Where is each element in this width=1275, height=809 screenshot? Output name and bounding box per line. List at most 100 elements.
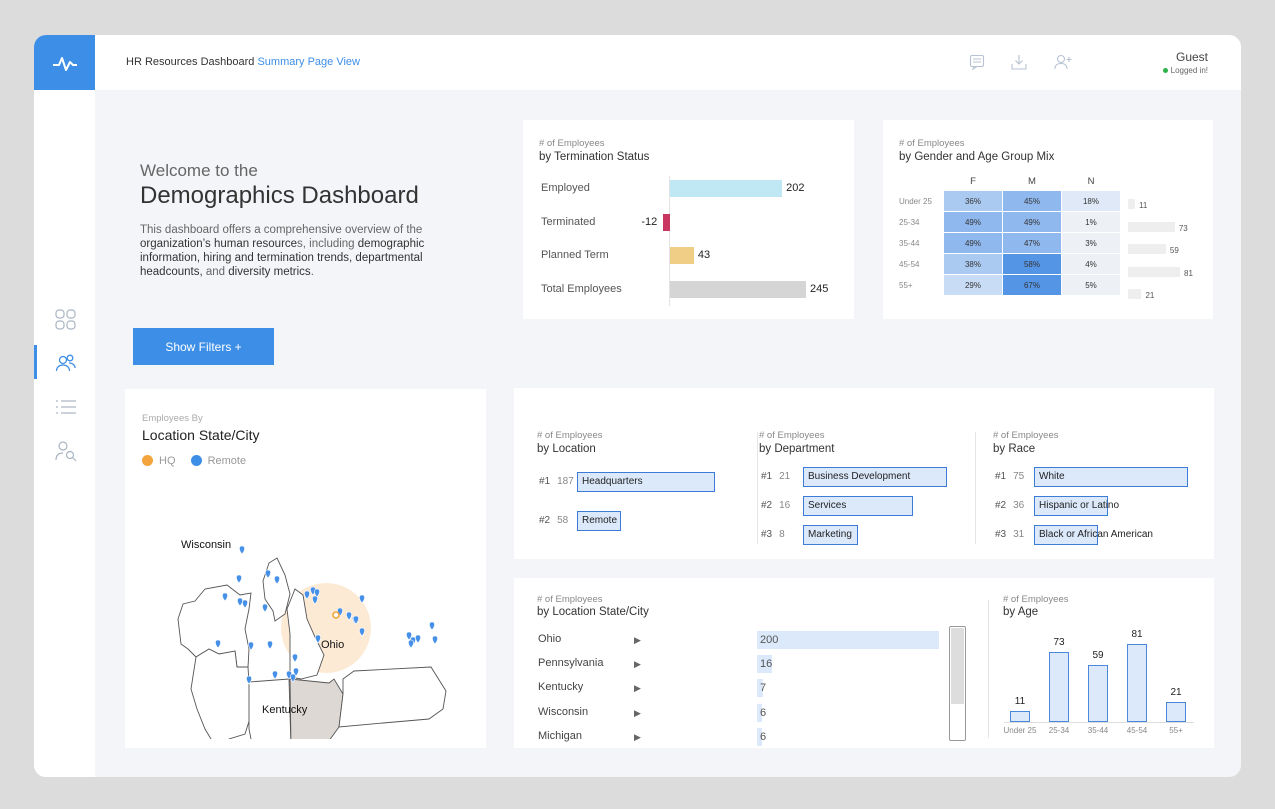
expand-arrow-icon[interactable]: ▶ bbox=[634, 659, 641, 670]
user-menu[interactable]: Guest Logged in! bbox=[1162, 50, 1208, 75]
rank-bar[interactable]: Marketing bbox=[803, 525, 858, 545]
expand-arrow-icon[interactable]: ▶ bbox=[634, 635, 641, 645]
heatmap-cell[interactable]: 5% bbox=[1062, 275, 1120, 295]
remote-pin-icon[interactable] bbox=[272, 670, 278, 680]
remote-pin-icon[interactable] bbox=[415, 634, 421, 644]
age-bar[interactable] bbox=[1049, 651, 1069, 722]
remote-pin-icon[interactable] bbox=[236, 574, 242, 584]
expand-arrow-icon[interactable]: ▶ bbox=[634, 707, 641, 718]
remote-pin-icon[interactable] bbox=[346, 611, 352, 621]
state-row-bar[interactable]: 6 bbox=[757, 727, 766, 746]
add-user-icon[interactable] bbox=[1054, 54, 1072, 70]
sidebar-item-list[interactable] bbox=[34, 390, 95, 424]
heatmap-cell[interactable]: 45% bbox=[1003, 191, 1061, 211]
remote-pin-icon[interactable] bbox=[239, 545, 245, 555]
state-row-bar[interactable]: 200 bbox=[757, 631, 939, 649]
remote-pin-icon[interactable] bbox=[359, 594, 365, 604]
age-total-bar[interactable] bbox=[1128, 221, 1175, 232]
age-bar[interactable] bbox=[1127, 644, 1147, 722]
rank-bar[interactable]: Services bbox=[803, 496, 913, 516]
state-row-bar[interactable]: 6 bbox=[757, 703, 766, 722]
sidebar-item-demographics[interactable] bbox=[34, 345, 95, 379]
age-bar[interactable] bbox=[1010, 711, 1030, 722]
age-total-bar[interactable] bbox=[1128, 266, 1180, 277]
show-filters-button[interactable]: Show Filters + bbox=[133, 328, 274, 365]
heatmap-cell[interactable]: 36% bbox=[944, 191, 1002, 211]
legend-remote[interactable]: Remote bbox=[190, 455, 246, 467]
state-list-scrollbar[interactable] bbox=[949, 626, 966, 741]
state-row-label[interactable]: Michigan bbox=[538, 729, 583, 742]
heatmap-cell[interactable]: 67% bbox=[1003, 275, 1061, 295]
remote-pin-icon[interactable] bbox=[429, 621, 435, 631]
remote-pin-icon[interactable] bbox=[246, 675, 252, 685]
age-total-bar[interactable] bbox=[1128, 244, 1166, 254]
sidebar-item-overview[interactable] bbox=[34, 302, 95, 336]
remote-pin-icon[interactable] bbox=[408, 639, 414, 649]
termination-bar[interactable] bbox=[663, 213, 670, 231]
sidebar-item-search-people[interactable] bbox=[34, 433, 95, 467]
remote-pin-icon[interactable] bbox=[265, 569, 271, 579]
heatmap-cell[interactable]: 49% bbox=[1003, 212, 1061, 232]
card-subtitle: # of Employees bbox=[899, 138, 965, 149]
hq-pin-icon[interactable] bbox=[332, 611, 340, 619]
remote-pin-icon[interactable] bbox=[432, 635, 438, 645]
rank-bar[interactable]: Black or African American bbox=[1034, 525, 1153, 545]
termination-bar[interactable] bbox=[670, 280, 806, 298]
termination-bar[interactable] bbox=[670, 180, 783, 197]
remote-pin-icon[interactable] bbox=[406, 631, 412, 641]
remote-pin-icon[interactable] bbox=[293, 667, 299, 677]
heatmap-cell[interactable]: 4% bbox=[1062, 254, 1120, 274]
heatmap-cell[interactable]: 58% bbox=[1003, 254, 1061, 274]
remote-pin-icon[interactable] bbox=[274, 575, 280, 585]
heatmap-cell[interactable]: 47% bbox=[1003, 233, 1061, 253]
remote-pin-icon[interactable] bbox=[262, 603, 268, 613]
remote-pin-icon[interactable] bbox=[315, 634, 321, 644]
termination-bar[interactable] bbox=[670, 247, 694, 264]
age-total-bar[interactable] bbox=[1128, 199, 1136, 209]
remote-pin-icon[interactable] bbox=[312, 595, 318, 605]
rank-bar[interactable]: White bbox=[1034, 467, 1188, 487]
state-row-label[interactable]: Kentucky bbox=[538, 681, 584, 694]
by_location-subtitle: # of Employees bbox=[537, 430, 603, 441]
remote-pin-icon[interactable] bbox=[248, 641, 254, 651]
remote-pin-icon[interactable] bbox=[222, 592, 228, 602]
heatmap-cell[interactable]: 49% bbox=[944, 233, 1002, 253]
remote-pin-icon[interactable] bbox=[242, 599, 248, 609]
view-link[interactable]: Summary Page View bbox=[257, 56, 360, 68]
download-icon[interactable] bbox=[1011, 54, 1027, 70]
rank-bar[interactable]: Remote bbox=[577, 511, 621, 531]
rank-bar[interactable]: Business Development bbox=[803, 467, 947, 487]
age-bar[interactable] bbox=[1166, 701, 1186, 722]
logo[interactable] bbox=[34, 35, 95, 90]
comment-icon[interactable] bbox=[969, 54, 985, 70]
state-row-label[interactable]: Wisconsin bbox=[538, 705, 589, 718]
state-row-bar[interactable]: 16 bbox=[757, 655, 772, 674]
expand-arrow-icon[interactable]: ▶ bbox=[634, 683, 641, 694]
heatmap-cell[interactable]: 18% bbox=[1062, 191, 1120, 211]
remote-pin-icon[interactable] bbox=[314, 588, 320, 598]
remote-pin-icon[interactable] bbox=[267, 640, 273, 650]
remote-pin-icon[interactable] bbox=[215, 639, 221, 649]
remote-pin-icon[interactable] bbox=[290, 673, 296, 683]
state-row-bar[interactable]: 7 bbox=[757, 679, 766, 698]
age-bar[interactable] bbox=[1088, 665, 1108, 722]
age-total-bar[interactable] bbox=[1128, 289, 1142, 299]
rank-bar[interactable]: Headquarters bbox=[577, 472, 715, 492]
state-row-label[interactable]: Pennsylvania bbox=[538, 657, 604, 670]
heatmap-cell[interactable]: 1% bbox=[1062, 212, 1120, 232]
heatmap-cell[interactable]: 29% bbox=[944, 275, 1002, 295]
remote-pin-icon[interactable] bbox=[292, 653, 298, 663]
remote-pin-icon[interactable] bbox=[353, 615, 359, 625]
state-map[interactable] bbox=[125, 479, 486, 739]
scrollbar-thumb[interactable] bbox=[951, 628, 964, 704]
expand-arrow-icon[interactable]: ▶ bbox=[634, 731, 641, 742]
heatmap-cell[interactable]: 38% bbox=[944, 254, 1002, 274]
state-row-label[interactable]: Ohio bbox=[538, 633, 562, 645]
remote-pin-icon[interactable] bbox=[359, 627, 365, 637]
heatmap-cell[interactable]: 3% bbox=[1062, 233, 1120, 253]
app-window: HR Resources Dashboard Summary Page View… bbox=[34, 35, 1241, 777]
heatmap-cell[interactable]: 49% bbox=[944, 212, 1002, 232]
legend-hq[interactable]: HQ bbox=[142, 455, 176, 467]
remote-pin-icon[interactable] bbox=[304, 590, 310, 600]
rank-bar[interactable]: Hispanic or Latino bbox=[1034, 496, 1119, 516]
